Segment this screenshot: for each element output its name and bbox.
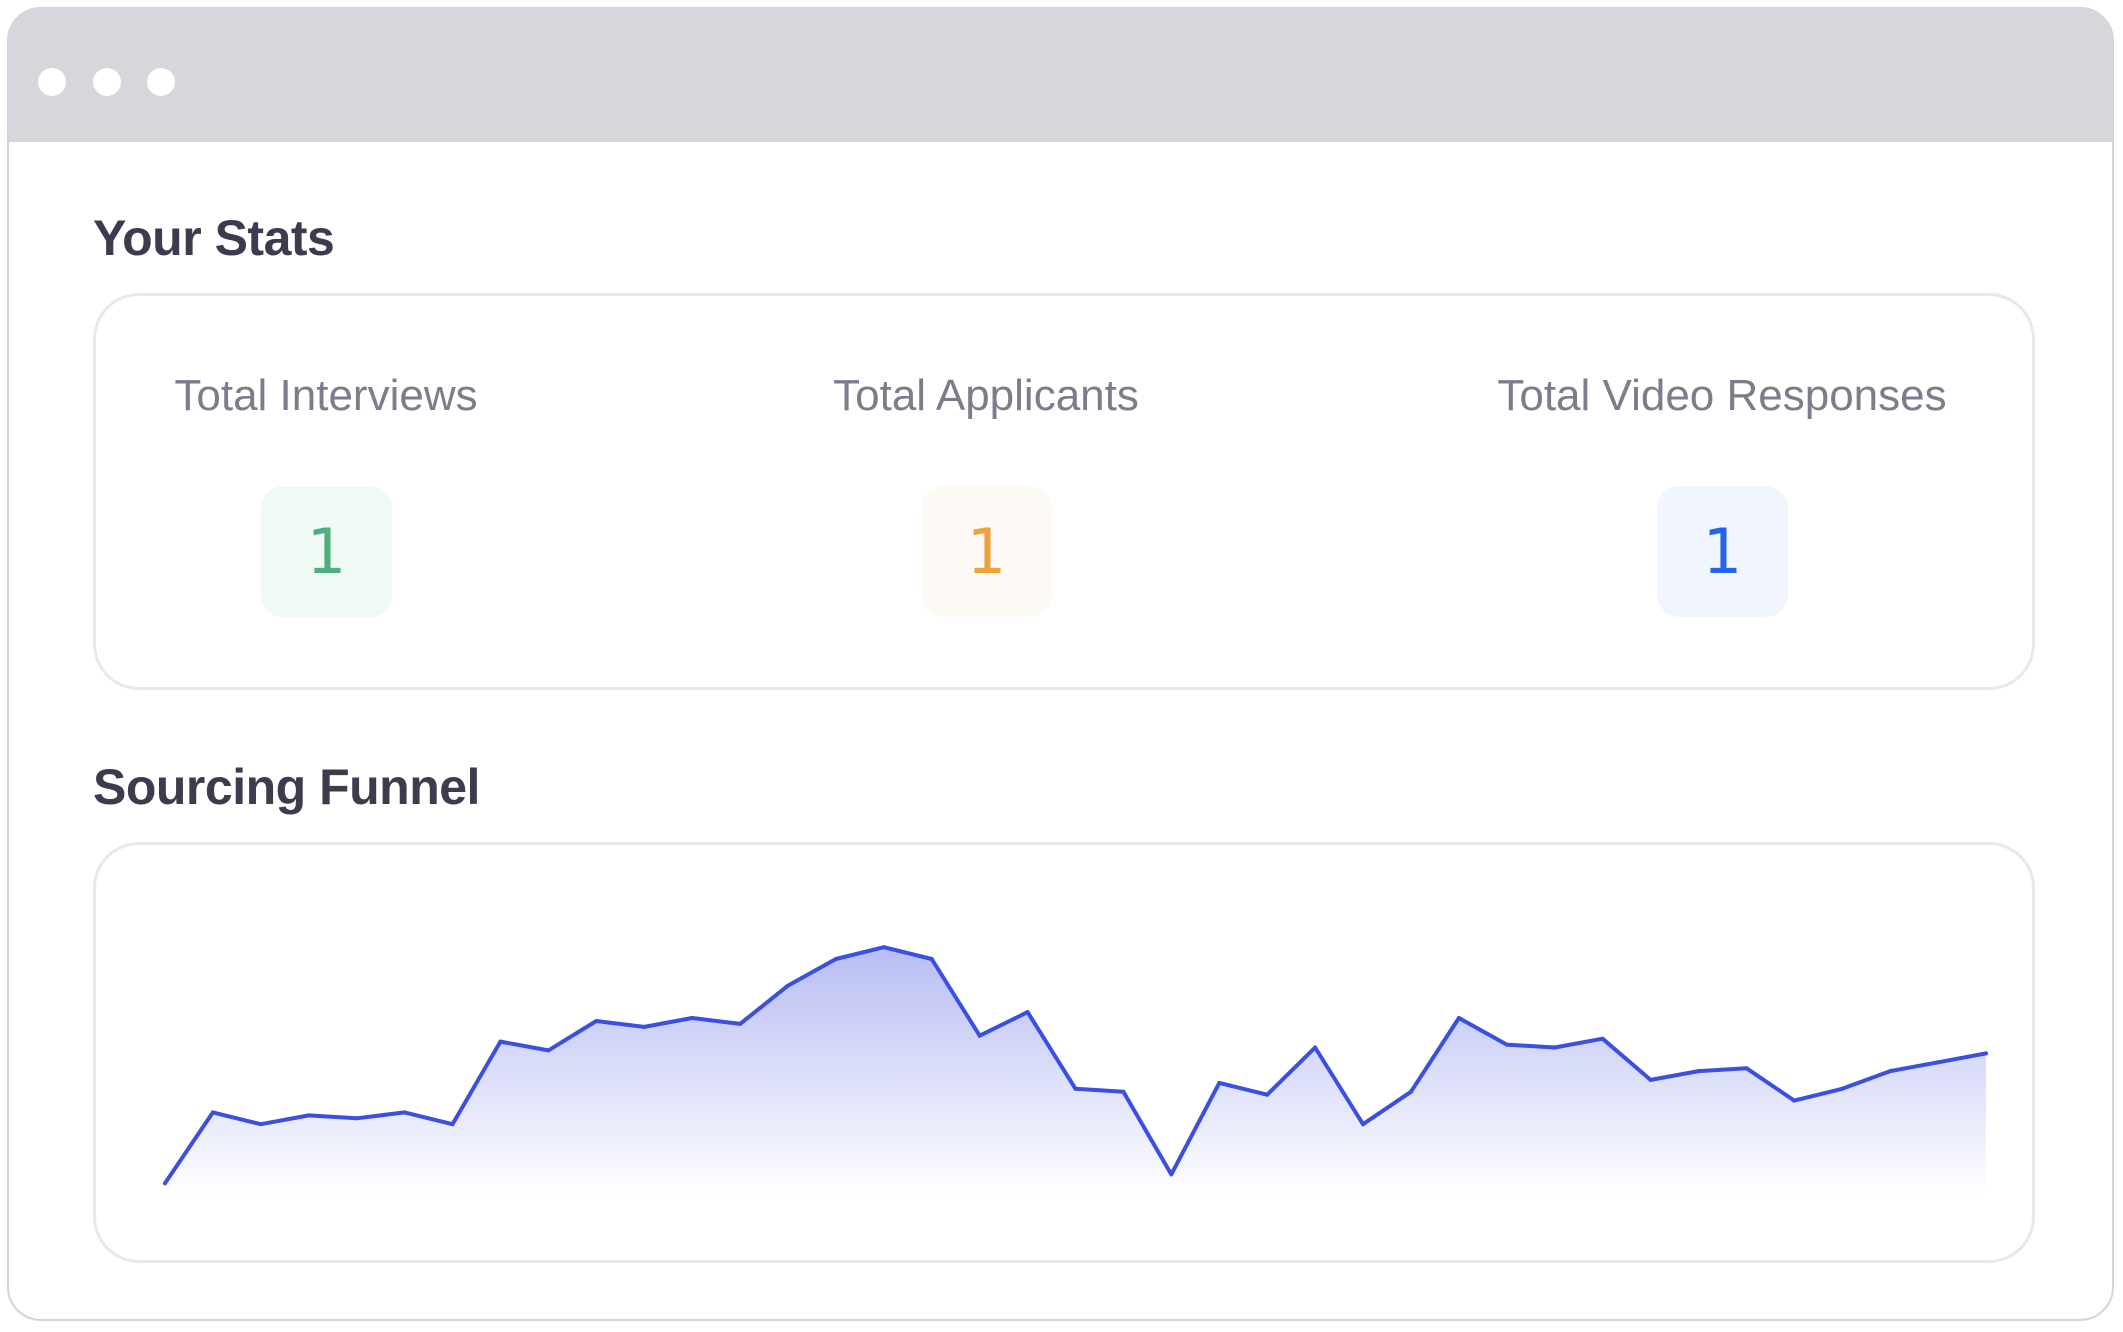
stat-value-badge: 1 [1657, 486, 1788, 617]
funnel-data-point [1504, 1042, 1509, 1047]
funnel-data-point [642, 1024, 647, 1029]
funnel-section-title: Sourcing Funnel [93, 759, 480, 815]
funnel-data-point [1648, 1077, 1653, 1082]
funnel-data-point [163, 1181, 167, 1186]
stat-total-video-responses: Total Video Responses 1 [1492, 296, 1952, 687]
funnel-data-point [402, 1110, 407, 1115]
funnel-data-point [1313, 1045, 1318, 1050]
minimize-dot[interactable] [93, 68, 121, 96]
stat-total-interviews: Total Interviews 1 [156, 296, 496, 687]
stat-value-badge: 1 [921, 486, 1052, 617]
funnel-data-point [450, 1122, 455, 1127]
funnel-data-point [977, 1033, 982, 1038]
maximize-dot[interactable] [147, 68, 175, 96]
funnel-data-point [1840, 1086, 1845, 1091]
browser-window: Your Stats Total Interviews 1 Total Appl… [7, 7, 2114, 1321]
stat-value-badge: 1 [261, 486, 392, 617]
funnel-data-point [929, 957, 934, 961]
stat-total-applicants: Total Applicants 1 [816, 296, 1156, 687]
funnel-data-point [1025, 1010, 1030, 1015]
funnel-data-point [1936, 1060, 1941, 1065]
funnel-data-point [833, 957, 838, 961]
funnel-data-point [498, 1039, 503, 1044]
funnel-data-point [1744, 1066, 1749, 1071]
funnel-data-point [1696, 1069, 1701, 1074]
funnel-data-point [210, 1110, 215, 1115]
funnel-data-point [738, 1021, 743, 1026]
funnel-data-point [354, 1116, 359, 1121]
funnel-data-point [1792, 1098, 1797, 1103]
funnel-data-point [1217, 1080, 1222, 1085]
window-titlebar [9, 9, 2112, 142]
funnel-area-fill [165, 947, 1986, 1195]
funnel-data-point [1552, 1045, 1557, 1050]
funnel-data-point [594, 1019, 599, 1023]
stat-label: Total Applicants [833, 371, 1139, 420]
funnel-data-point [1456, 1016, 1461, 1020]
stats-section-title: Your Stats [93, 210, 335, 266]
stat-label: Total Video Responses [1497, 371, 1947, 420]
funnel-data-point [1888, 1069, 1893, 1074]
funnel-data-point [258, 1122, 263, 1127]
funnel-data-point [1408, 1089, 1413, 1094]
stat-label: Total Interviews [174, 371, 478, 420]
funnel-data-point [306, 1113, 311, 1118]
stats-card: Total Interviews 1 Total Applicants 1 To… [93, 293, 2035, 690]
funnel-data-point [1169, 1172, 1174, 1177]
funnel-data-point [1361, 1122, 1365, 1127]
funnel-chart-card [93, 842, 2035, 1263]
funnel-data-point [546, 1048, 551, 1053]
funnel-data-point [1073, 1086, 1078, 1091]
funnel-data-point [1600, 1036, 1605, 1041]
sourcing-funnel-chart [163, 945, 1988, 1195]
funnel-data-point [1121, 1089, 1126, 1094]
funnel-data-point [1265, 1092, 1270, 1097]
close-dot[interactable] [38, 68, 66, 96]
funnel-data-point [1984, 1051, 1988, 1056]
funnel-data-point [786, 983, 790, 988]
funnel-data-point [690, 1016, 695, 1020]
funnel-data-point [881, 945, 886, 950]
